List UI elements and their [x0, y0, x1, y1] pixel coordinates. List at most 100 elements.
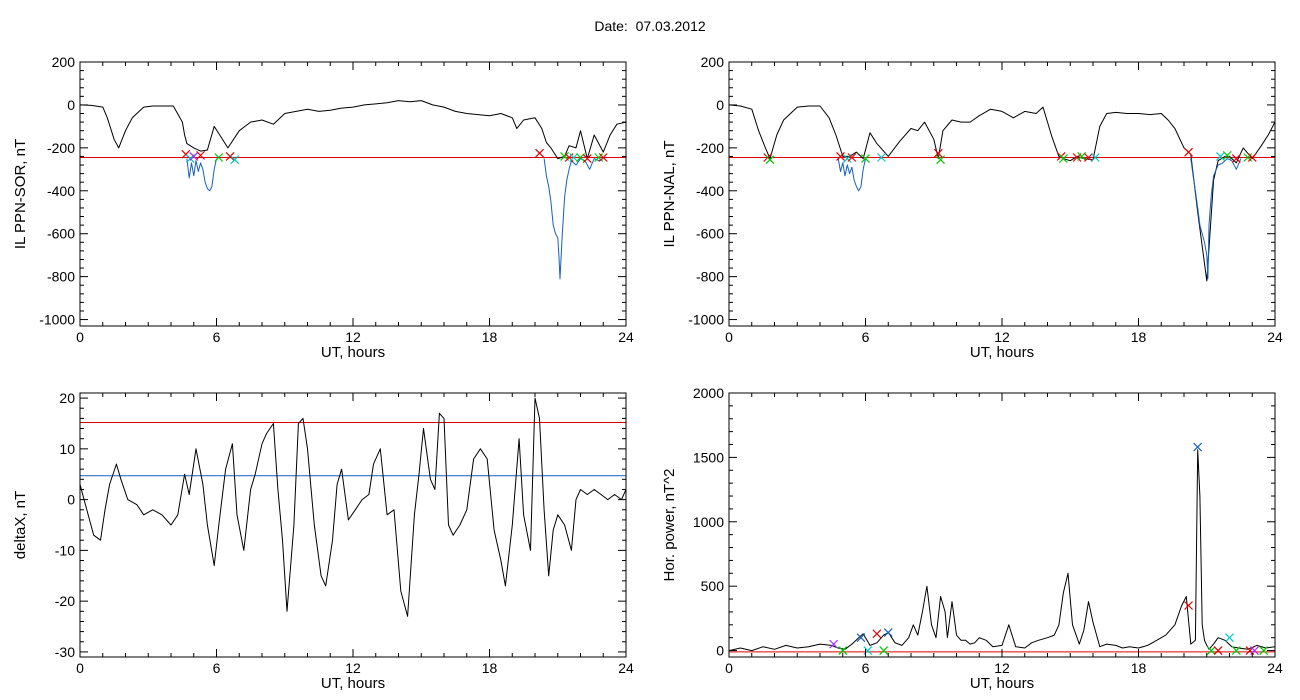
- x-tick-label: 18: [1131, 660, 1147, 676]
- x-tick-label: 12: [994, 660, 1010, 676]
- x-tick-label: 12: [345, 329, 361, 345]
- event-marker-8: [933, 148, 943, 158]
- y-tick-label: -800: [47, 269, 75, 285]
- x-tick-label: 12: [345, 660, 361, 676]
- marker-stroke: [1231, 154, 1241, 164]
- event-marker-8: [535, 148, 544, 158]
- marker-stroke: [1059, 154, 1068, 164]
- event-marker-9: [936, 155, 945, 165]
- marker-stroke: [847, 153, 857, 162]
- marker-stroke: [877, 153, 886, 162]
- marker-stroke: [836, 152, 845, 161]
- x-tick-label: 24: [1267, 660, 1283, 676]
- y-axis-title: IL PPN-SOR, nT: [12, 139, 29, 249]
- y-tick-label: 500: [701, 578, 725, 594]
- plot-frame: [728, 392, 1276, 658]
- series-line-3: [543, 158, 604, 280]
- marker-stroke: [1231, 646, 1241, 655]
- marker-stroke: [1206, 646, 1216, 655]
- chart-panel-4: 0 6 12 18 24 2000 1500 1000 500 0 UT, hours Hor. po…: [661, 385, 1283, 692]
- event-marker-13: [582, 154, 592, 164]
- event-marker-15: [1090, 153, 1100, 162]
- event-marker-15: [598, 153, 608, 162]
- marker-stroke: [1247, 153, 1257, 162]
- y-tick-label: -1000: [39, 312, 75, 328]
- x-tick-label: 18: [1131, 329, 1147, 345]
- y-tick-label: -30: [55, 644, 75, 660]
- x-tick-label: 18: [482, 329, 498, 345]
- event-marker-14: [1245, 646, 1255, 655]
- y-tick-label: -1000: [688, 312, 724, 328]
- event-marker-7: [230, 155, 240, 165]
- y-tick-label: 1500: [693, 449, 724, 465]
- y-tick-label: 0: [716, 97, 724, 113]
- y-tick-label: 10: [59, 441, 75, 457]
- marker-stroke: [1090, 153, 1100, 162]
- x-axis-title: UT, hours: [970, 344, 1034, 361]
- x-tick-label: 6: [213, 660, 221, 676]
- y-tick-label: -800: [696, 269, 724, 285]
- event-marker-14: [1084, 153, 1093, 162]
- marker-stroke: [189, 152, 199, 161]
- event-marker-9: [1193, 442, 1203, 452]
- marker-stroke: [872, 629, 882, 639]
- event-marker-10: [1206, 646, 1216, 655]
- marker-stroke: [214, 153, 224, 162]
- marker-stroke: [1215, 152, 1225, 161]
- x-tick-label: 24: [618, 329, 634, 345]
- y-tick-label: 200: [52, 54, 76, 70]
- y-tick-label: -400: [47, 183, 75, 199]
- x-axis-title: UT, hours: [321, 344, 385, 361]
- event-marker-12: [1225, 633, 1234, 643]
- marker-stroke: [225, 152, 235, 161]
- event-marker-1: [829, 639, 839, 649]
- series-line-1: [80, 397, 626, 617]
- series-line-2: [186, 158, 217, 192]
- series-line-2: [837, 158, 866, 192]
- marker-stroke: [181, 149, 191, 159]
- marker-stroke: [1222, 150, 1232, 160]
- plot-frame: [79, 61, 627, 327]
- event-marker-5: [214, 153, 224, 162]
- event-marker-5: [872, 629, 882, 639]
- marker-stroke: [879, 646, 889, 655]
- y-tick-label: -600: [696, 226, 724, 242]
- event-marker-3: [856, 633, 866, 643]
- y-axis-title: deltaX, nT: [12, 491, 29, 559]
- page-title: Date: 07.03.2012: [594, 18, 706, 34]
- event-marker-2: [838, 646, 848, 655]
- x-tick-label: 6: [862, 329, 870, 345]
- x-tick-label: 0: [76, 329, 84, 345]
- data-layer: [729, 104, 1275, 282]
- event-marker-2: [765, 155, 775, 165]
- y-tick-label: -10: [55, 542, 75, 558]
- event-marker-4: [196, 150, 205, 160]
- y-tick-label: -600: [47, 226, 75, 242]
- marker-stroke: [560, 152, 569, 161]
- event-marker-21: [1247, 153, 1257, 162]
- y-axis-title: Hor. power, nT^2: [661, 469, 678, 582]
- plot-frame: [79, 392, 627, 658]
- data-layer: [80, 100, 626, 280]
- event-marker-15: [1250, 646, 1259, 655]
- x-tick-label: 6: [213, 329, 221, 345]
- x-tick-label: 6: [862, 660, 870, 676]
- data-layer: [729, 442, 1275, 655]
- event-marker-16: [1259, 646, 1269, 655]
- x-tick-label: 24: [1267, 329, 1283, 345]
- marker-stroke: [1259, 646, 1269, 655]
- chart-panel-3: 0 6 12 18 24 20 10 0 -10 -20 -30 UT, hours deltaX, n…: [12, 390, 634, 692]
- marker-stroke: [1213, 646, 1223, 655]
- event-marker-18: [1222, 150, 1232, 160]
- x-tick-label: 12: [994, 329, 1010, 345]
- marker-stroke: [582, 154, 592, 164]
- event-marker-8: [1184, 601, 1193, 610]
- series-line-3: [1190, 158, 1242, 280]
- marker-stroke: [1084, 153, 1093, 162]
- marker-stroke: [230, 155, 240, 165]
- y-tick-label: -20: [55, 593, 75, 609]
- marker-stroke: [765, 155, 775, 165]
- x-axis-title: UT, hours: [321, 675, 385, 692]
- marker-stroke: [936, 155, 945, 165]
- event-marker-6: [879, 646, 889, 655]
